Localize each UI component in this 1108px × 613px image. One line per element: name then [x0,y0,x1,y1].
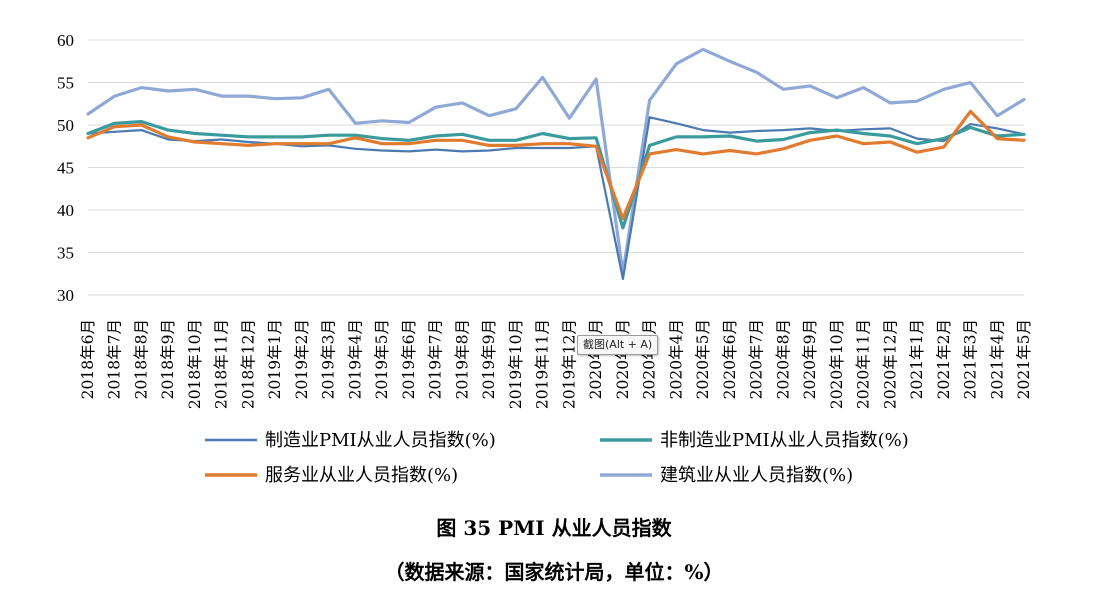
x-tick-label: 2020年9月 [801,319,819,399]
x-tick-label: 2020年1月 [587,319,605,399]
y-tick-label: 55 [57,74,74,93]
chart-subtitle: （数据来源：国家统计局，单位：%） [384,560,724,584]
legend: 制造业PMI从业人员指数(%) 非制造业PMI从业人员指数(%) 服务业从业人员指数… [205,430,909,486]
series-line-3 [86,47,1026,275]
x-tick-label: 2019年11月 [534,319,552,409]
x-tick-label: 2018年6月 [79,319,97,399]
x-tick-label: 2019年12月 [560,319,578,409]
x-tick-label: 2018年7月 [106,319,124,399]
y-axis-ticks: 30 35 40 45 50 55 60 [57,31,74,305]
x-tick-label: 2020年11月 [855,319,873,409]
x-tick-label: 2021年2月 [935,319,953,399]
legend-label-3: 建筑业从业人员指数(%) [660,465,853,486]
x-tick-label: 2019年10月 [507,319,525,409]
y-tick-label: 45 [57,159,74,178]
y-tick-label: 35 [57,244,74,263]
series-line-2 [86,109,1026,221]
x-tick-label: 2019年8月 [453,319,471,399]
x-tick-label: 2019年3月 [320,319,338,399]
screenshot-tooltip: 截图(Alt + A) [577,335,659,355]
y-tick-label: 60 [57,31,74,50]
gridlines [88,39,1024,296]
x-axis-ticks: 2018年6月 2018年7月 2018年8月 2018年9月 2018年10月 2018… [79,319,1033,409]
x-tick-label: 2021年1月 [908,319,926,399]
x-tick-label: 2021年3月 [962,319,980,399]
x-tick-label: 2020年2月 [614,319,632,399]
legend-label-1: 非制造业PMI从业人员指数(%) [660,430,909,451]
x-tick-label: 2019年5月 [373,319,391,399]
series-line-0 [86,116,1026,280]
x-tick-label: 2018年9月 [159,319,177,399]
x-tick-label: 2020年5月 [694,319,712,399]
x-tick-label: 2020年7月 [748,319,766,399]
x-tick-label: 2019年7月 [427,319,445,399]
x-tick-label: 2019年9月 [480,319,498,399]
legend-label-0: 制造业PMI从业人员指数(%) [265,430,496,451]
x-tick-label: 2018年8月 [132,319,150,399]
y-tick-label: 30 [57,286,74,305]
x-tick-label: 2019年1月 [266,319,284,399]
x-tick-label: 2018年10月 [186,319,204,409]
x-tick-label: 2019年4月 [346,319,364,399]
x-tick-label: 2020年12月 [881,319,899,409]
x-tick-label: 2019年2月 [293,319,311,399]
x-tick-label: 2019年6月 [400,319,418,399]
y-tick-label: 50 [57,116,74,135]
series-lines [86,47,1026,280]
x-tick-label: 2020年8月 [774,319,792,399]
legend-label-2: 服务业从业人员指数(%) [265,465,458,486]
series-line-1 [86,119,1026,230]
x-tick-label: 2020年3月 [641,319,659,399]
x-tick-label: 2021年5月 [1015,319,1033,399]
x-tick-label: 2020年4月 [667,319,685,399]
x-tick-label: 2021年4月 [988,319,1006,399]
y-tick-label: 40 [57,201,74,220]
chart-title: 图 35 PMI 从业人员指数 [436,516,672,540]
x-tick-label: 2018年12月 [239,319,257,409]
x-tick-label: 2020年6月 [721,319,739,399]
x-tick-label: 2018年11月 [213,319,231,409]
x-tick-label: 2020年10月 [828,319,846,409]
